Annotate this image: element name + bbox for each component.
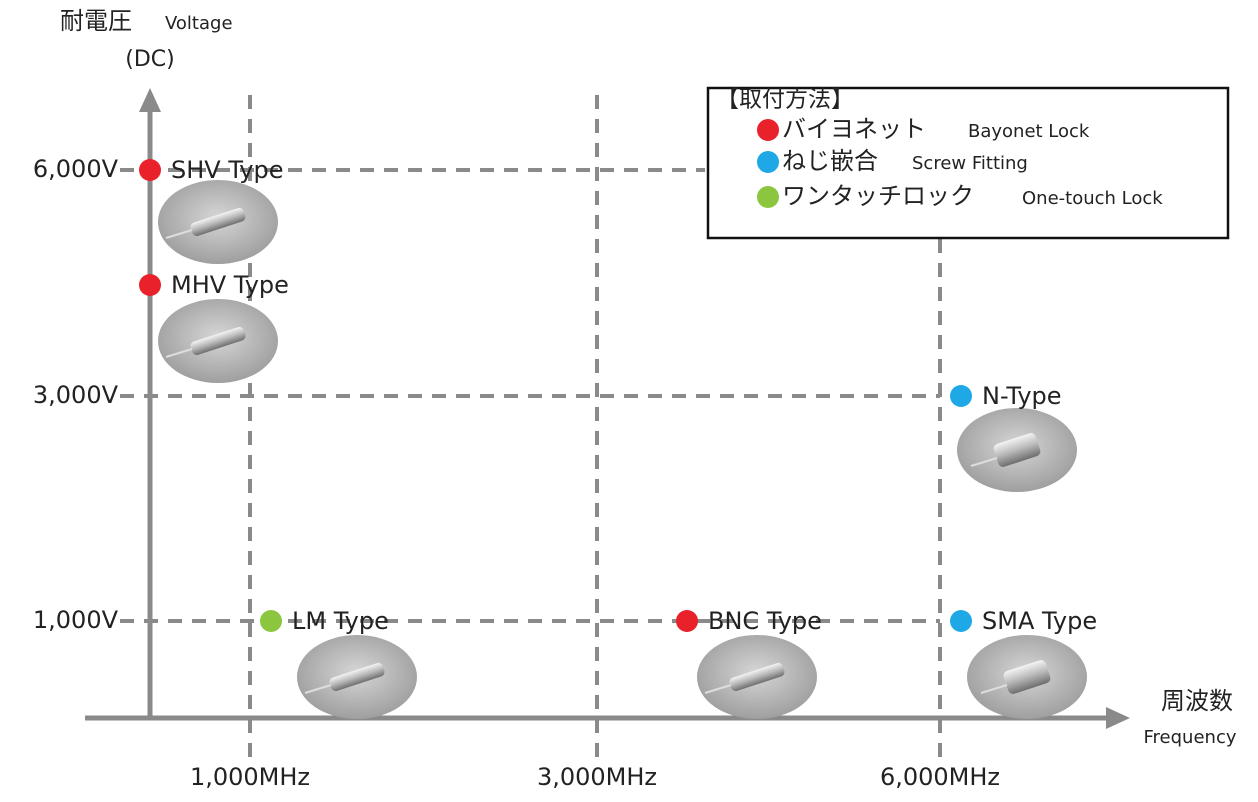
legend-label: ワンタッチロック (782, 182, 974, 210)
connector-body (329, 662, 385, 692)
y-axis-title-en: Voltage (165, 13, 233, 34)
legend-box (706, 86, 1230, 240)
connector: LM Type (260, 607, 417, 719)
legend: 【取付方法】 (706, 86, 1230, 240)
legend-label-en: One-touch Lock (1022, 188, 1163, 209)
connector-body (1003, 660, 1051, 694)
connector: N-Type (950, 382, 1077, 492)
y-tick-label: 3,000V (33, 381, 119, 409)
connector-pin (704, 684, 732, 694)
connector-label: MHV Type (171, 271, 289, 299)
connector-dot (139, 274, 161, 296)
connector: MHV Type (139, 271, 289, 383)
connector: SMA Type (950, 607, 1097, 719)
y-axis-title: 耐電圧 (60, 7, 132, 35)
legend-dot (757, 186, 779, 208)
legend-label: ねじ嵌合 (782, 147, 878, 175)
connector-label: LM Type (292, 607, 389, 635)
legend-label-en: Bayonet Lock (968, 121, 1090, 142)
x-arrow (1106, 707, 1130, 729)
connector-pin (165, 229, 193, 239)
connector-label: N-Type (982, 382, 1062, 410)
connector-pin (304, 684, 332, 694)
connector-body (729, 662, 785, 692)
x-axis-title: 周波数 (1161, 687, 1233, 715)
connector: SHV Type (139, 156, 283, 264)
connector-dot (676, 610, 698, 632)
grid (120, 95, 942, 760)
legend-label-en: Screw Fitting (912, 153, 1028, 174)
connector-label: SHV Type (171, 156, 283, 184)
y-tick-label: 1,000V (33, 606, 119, 634)
connector-body (190, 326, 246, 356)
legend-dot (757, 119, 779, 141)
legend-dot (757, 151, 779, 173)
connector-pin (165, 348, 193, 358)
axes (85, 88, 1130, 729)
legend-title: 【取付方法】 (716, 87, 854, 113)
connector-body (190, 207, 246, 237)
x-tick-label: 3,000MHz (537, 763, 657, 791)
connector-pin (970, 457, 998, 467)
connector: BNC Type (676, 607, 822, 719)
connector-dot (260, 610, 282, 632)
y-arrow (139, 88, 161, 112)
connector-dot (950, 385, 972, 407)
connector-label: SMA Type (982, 607, 1097, 635)
connector-label: BNC Type (708, 607, 822, 635)
y-tick-label: 6,000V (33, 155, 119, 183)
connector-body (993, 433, 1041, 467)
connector-dot (950, 610, 972, 632)
x-tick-label: 6,000MHz (880, 763, 1000, 791)
x-tick-label: 1,000MHz (190, 763, 310, 791)
x-axis-title-en: Frequency (1144, 727, 1237, 748)
legend-label: バイヨネット (782, 115, 926, 143)
connector-dot (139, 159, 161, 181)
connector-pin (980, 684, 1008, 694)
y-axis-unit: (DC) (125, 47, 174, 72)
